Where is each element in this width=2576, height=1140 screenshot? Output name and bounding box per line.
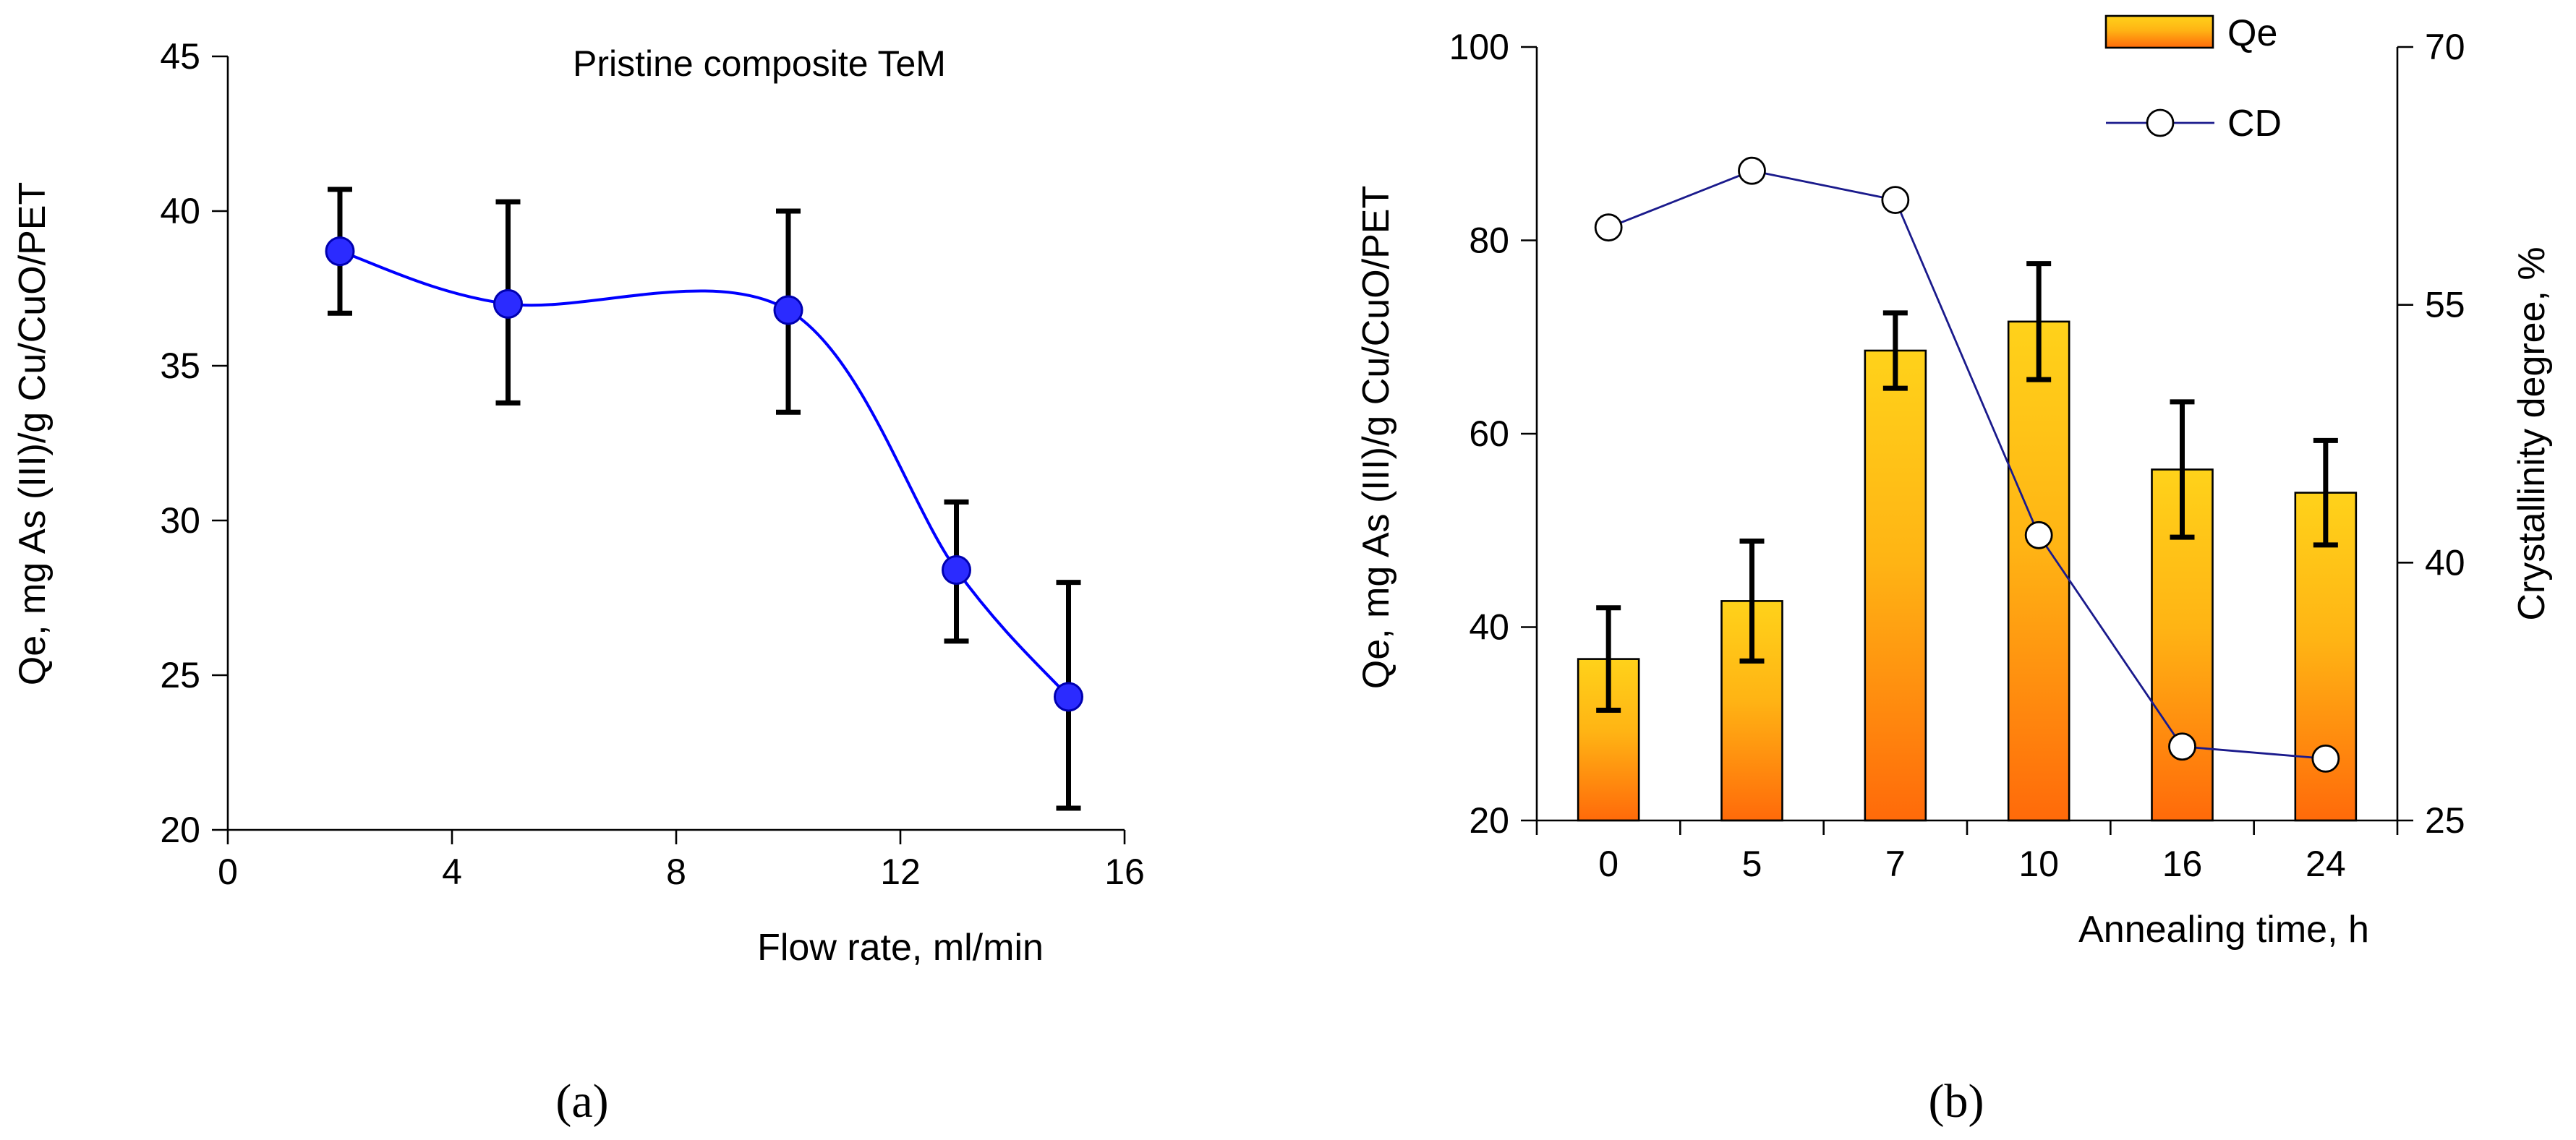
chart-a-y-tick-label: 25	[160, 655, 200, 695]
chart-b-x-tick-label: 7	[1885, 844, 1906, 884]
chart-a-axes	[226, 56, 1125, 831]
chart-a-point	[773, 295, 803, 325]
chart-b-cd-point	[1881, 186, 1910, 215]
chart-a-point	[493, 288, 523, 319]
chart-a-point	[942, 554, 971, 585]
chart-a-point	[1054, 682, 1083, 712]
chart-b-cd-points	[1594, 156, 2340, 773]
chart-b-cd-point	[2311, 745, 2340, 773]
chart-a-x-axis: 0 4 8 12 16	[218, 830, 1145, 892]
chart-b-x-tick-label: 16	[2162, 844, 2203, 884]
chart-a-error-bars	[328, 187, 1081, 811]
chart-a-y-tick-label: 30	[160, 500, 200, 541]
chart-a-y-tick-label: 40	[160, 191, 200, 231]
chart-b-cd-line	[1608, 169, 2326, 760]
chart-a-y-axis: 20 25 30 35 40 45	[160, 36, 228, 850]
chart-b-x-tick-label: 10	[2018, 844, 2059, 884]
chart-b-qe-bar	[1864, 349, 1927, 822]
chart-b-y-tick-label: 20	[1469, 800, 1509, 841]
chart-b-y-right-tick-label: 70	[2425, 27, 2465, 67]
chart-a-series-line	[339, 249, 1070, 698]
chart-b-x-axis: 0 5 7 10 16 24	[1535, 820, 2399, 884]
chart-b-axes	[1535, 47, 2399, 822]
chart-b-cd-point	[2024, 520, 2053, 549]
chart-b-error-bar	[1739, 538, 1765, 664]
chart-b-error-bar	[2170, 399, 2195, 540]
chart-a-y-label: Qe, mg As (III)/g Cu/CuO/PET	[12, 182, 54, 685]
chart-a-panel-label: (a)	[555, 1075, 608, 1128]
chart-b-cd-point	[2168, 732, 2196, 761]
chart-b-x-label: Annealing time, h	[2078, 909, 2369, 951]
chart-b-qe-bar	[2007, 320, 2070, 822]
chart-b-y-tick-label: 40	[1469, 607, 1509, 648]
chart-b-legend: Qe CD	[2104, 12, 2282, 145]
chart-b-error-bar	[2026, 261, 2052, 382]
chart-b-error-bar	[1882, 310, 1908, 391]
chart-b-bars	[1577, 320, 2358, 822]
chart-b-error-bar	[2313, 437, 2338, 548]
legend-qe-label: Qe	[2227, 12, 2277, 54]
chart-a-annotation: Pristine composite TeM	[573, 43, 946, 84]
chart-b-y-right-tick-label: 55	[2425, 285, 2465, 325]
chart-b-y-tick-label: 60	[1469, 413, 1509, 454]
chart-b-error-bars	[1596, 261, 2338, 713]
chart-a-y-tick-label: 35	[160, 346, 200, 386]
legend-cd-marker	[2146, 108, 2175, 137]
legend-cd-label: CD	[2227, 103, 2282, 145]
chart-a-points	[325, 236, 1083, 712]
chart-b-y-right-tick-label: 40	[2425, 542, 2465, 583]
chart-a-point	[325, 236, 355, 267]
chart-a-x-label: Flow rate, ml/min	[757, 927, 1044, 969]
chart-b-y-axis-left: 20 40 60 80 100	[1449, 27, 1537, 841]
chart-a-x-tick-label: 8	[666, 852, 686, 892]
chart-b-x-tick-label: 0	[1598, 844, 1618, 884]
chart-a-x-tick-label: 4	[442, 852, 462, 892]
chart-b-x-tick-label: 24	[2306, 844, 2346, 884]
chart-b-y-tick-label: 100	[1449, 27, 1509, 67]
chart-b: 20 40 60 80 100 25 40 55 70 0 5 7 10 16 24 Qe CD Ann…	[1355, 12, 2553, 1128]
chart-b-cd-point	[1738, 156, 1766, 185]
chart-b-cd-point	[1594, 213, 1623, 242]
chart-b-y-tick-label: 80	[1469, 220, 1509, 261]
chart-a: 20 25 30 35 40 45 0 4 8 12 16 Pristine composite …	[12, 36, 1145, 1128]
chart-a-x-tick-label: 0	[218, 852, 238, 892]
chart-b-panel-label: (b)	[1929, 1075, 1984, 1128]
chart-b-error-bar	[1596, 605, 1621, 713]
chart-b-x-tick-label: 5	[1742, 844, 1762, 884]
chart-a-x-tick-label: 12	[880, 852, 921, 892]
chart-b-y-label-left: Qe, mg As (III)/g Cu/CuO/PET	[1355, 186, 1397, 689]
chart-a-x-tick-label: 16	[1104, 852, 1145, 892]
chart-b-y-right-tick-label: 25	[2425, 800, 2465, 841]
chart-b-y-label-right: Crystallinity degree, %	[2511, 247, 2553, 620]
chart-a-y-tick-label: 45	[160, 36, 200, 77]
chart-b-y-axis-right: 25 40 55 70	[2397, 27, 2465, 841]
chart-a-y-tick-label: 20	[160, 810, 200, 850]
legend-qe-swatch	[2104, 14, 2214, 49]
